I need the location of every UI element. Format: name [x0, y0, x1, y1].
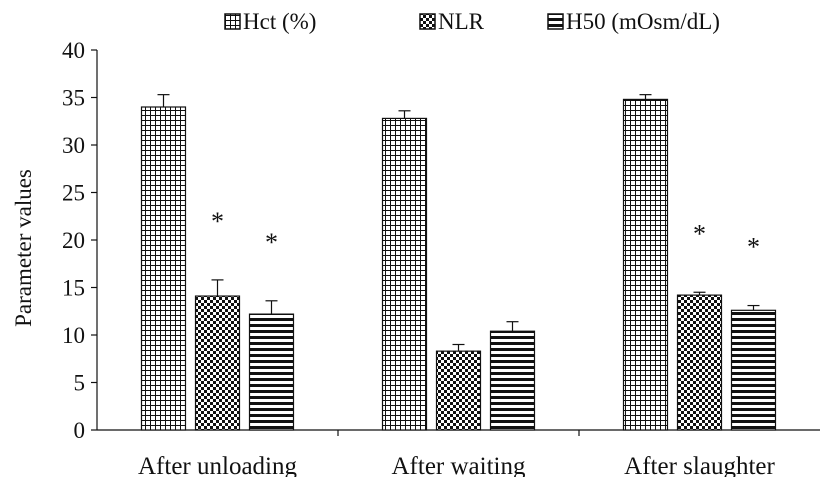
y-tick-label: 40	[62, 38, 85, 63]
bar	[194, 295, 241, 431]
legend-label: H50 (mOsm/dL)	[566, 9, 720, 34]
legend-label: NLR	[438, 9, 485, 34]
significance-marker: *	[265, 228, 278, 257]
bar	[676, 294, 723, 431]
y-tick-label: 15	[62, 276, 85, 301]
y-tick-label: 5	[74, 371, 86, 396]
y-tick-label: 35	[62, 86, 85, 111]
significance-marker: *	[211, 207, 224, 236]
legend: Hct (%) NLR H50 (mOsm/dL)	[224, 9, 720, 34]
bar	[140, 106, 187, 431]
bar	[730, 309, 777, 431]
bar	[489, 330, 536, 431]
bar	[248, 313, 295, 431]
category-label: After waiting	[392, 453, 526, 477]
legend-swatch	[224, 13, 241, 30]
bars	[140, 94, 777, 431]
y-tick-label: 20	[62, 228, 85, 253]
category-label: After unloading	[138, 453, 297, 477]
labels: Parameter values After unloading After wai…	[11, 169, 775, 477]
significance-marker: *	[747, 233, 760, 262]
category-label: After slaughter	[624, 453, 775, 477]
bar	[435, 350, 482, 431]
y-tick-label: 30	[62, 133, 85, 158]
y-tick-label: 10	[62, 323, 85, 348]
legend-label: Hct (%)	[243, 9, 316, 34]
y-axis-title: Parameter values	[11, 169, 36, 327]
bar	[622, 98, 669, 431]
legend-swatch	[419, 13, 436, 30]
bar	[381, 117, 428, 431]
legend-swatch	[547, 13, 564, 30]
y-tick-label: 25	[62, 181, 85, 206]
significance-marker: *	[693, 219, 706, 248]
y-tick-label: 0	[74, 418, 86, 443]
